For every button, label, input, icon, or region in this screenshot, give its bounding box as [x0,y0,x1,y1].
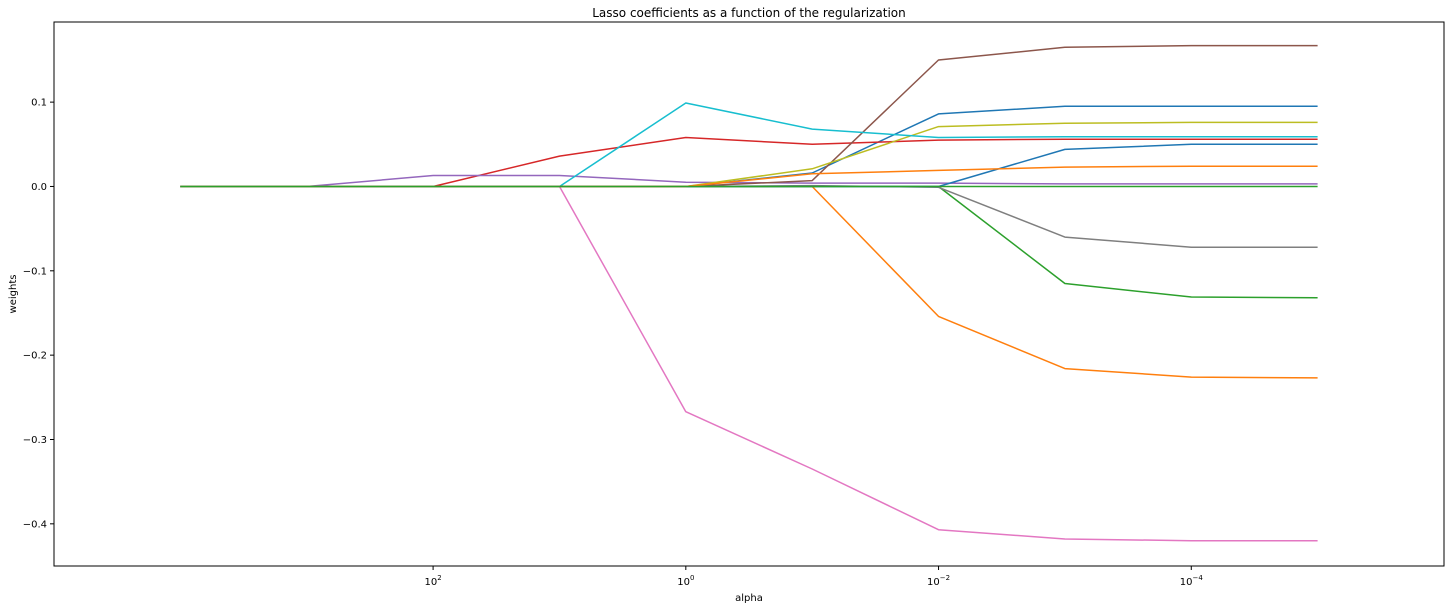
y-axis-label: weights [8,275,19,314]
x-tick-exponent: −4 [1192,574,1203,582]
x-tick-base: 10 [927,577,940,588]
y-tick-label: −0.1 [23,266,47,277]
series-line-3 [180,185,1318,299]
series-line-10 [180,102,1318,188]
series-line-5 [180,174,1318,188]
x-tick-label: 10−4 [1180,574,1204,588]
x-tick-label: 102 [424,574,441,588]
series-line-9 [180,121,1318,188]
series-line-2 [180,185,1318,379]
series-line-7 [180,185,1318,542]
x-axis-label: alpha [735,593,763,604]
series-line-8 [180,184,1318,248]
plot-frame [53,21,1445,567]
x-tick-base: 10 [677,577,690,588]
x-tick-exponent: −2 [940,574,950,582]
y-tick-label: 0.1 [31,98,47,109]
y-tick-label: 0.0 [31,182,47,193]
series-layer [180,44,1318,542]
x-tick-label: 10−2 [927,574,950,588]
x-tick-base: 10 [1180,577,1193,588]
x-tick-label: 100 [677,574,694,588]
x-tick-exponent: 2 [437,574,441,582]
y-tick-label: −0.4 [23,519,47,530]
x-tick-base: 10 [424,577,437,588]
x-tick-exponent: 0 [690,574,694,582]
y-tick-label: −0.3 [23,435,47,446]
chart-title: Lasso coefficients as a function of the … [592,6,906,20]
y-tick-label: −0.2 [23,351,47,362]
